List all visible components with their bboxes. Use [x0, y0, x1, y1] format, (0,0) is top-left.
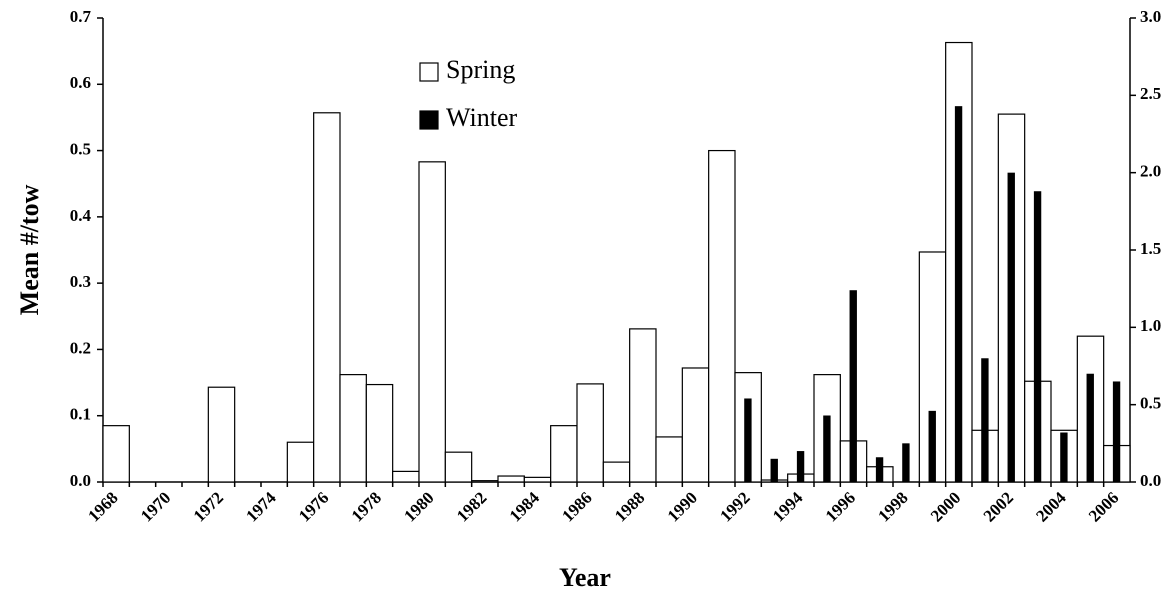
- y-tick-label: 0.1: [70, 405, 91, 424]
- x-tick-label: 2002: [980, 488, 1017, 525]
- y-tick-label: 0.0: [70, 471, 91, 490]
- y-tick-label: 0.3: [70, 272, 91, 291]
- y-tick-label: 0.7: [70, 7, 92, 26]
- x-tick-label: 1978: [348, 488, 385, 525]
- x-axis-title: Year: [559, 563, 611, 592]
- bar: [418, 161, 446, 483]
- x-tick-label: 1976: [295, 488, 332, 525]
- x-tick-label: 1990: [664, 488, 701, 525]
- legend-swatch: [419, 62, 439, 82]
- bar: [928, 410, 936, 482]
- bar: [796, 451, 805, 482]
- y-tick-label: 0.2: [70, 338, 91, 357]
- x-tick-label: 1968: [84, 488, 121, 525]
- bar: [576, 383, 604, 483]
- bar: [102, 425, 130, 483]
- bar: [497, 475, 525, 483]
- bar: [981, 358, 989, 482]
- bar: [849, 290, 857, 482]
- bar: [523, 476, 552, 483]
- bar: [954, 106, 963, 482]
- bar: [629, 328, 657, 483]
- bar: [550, 425, 578, 483]
- x-tick-label: 1970: [137, 488, 174, 525]
- bar: [1060, 432, 1068, 482]
- bar: [365, 383, 394, 483]
- y-tick-label: 0.5: [70, 139, 91, 158]
- legend-swatch: [419, 110, 439, 130]
- bar: [902, 443, 910, 482]
- bar: [1007, 172, 1015, 482]
- x-tick-label: 2006: [1085, 488, 1122, 525]
- bar: [770, 458, 778, 482]
- y2-tick-label: 0.5: [1140, 394, 1161, 413]
- y-axis-title: Mean #/tow: [15, 184, 44, 315]
- x-tick-label: 1984: [506, 488, 544, 526]
- x-tick-label: 1986: [558, 488, 595, 525]
- y2-tick-label: 1.5: [1140, 239, 1161, 258]
- bar: [392, 470, 420, 483]
- y2-tick-label: 2.0: [1140, 162, 1161, 181]
- bar: [655, 436, 683, 483]
- x-tick-label: 1982: [453, 488, 490, 525]
- bar: [444, 451, 473, 483]
- y-tick-label: 0.4: [70, 206, 92, 225]
- y2-tick-label: 2.5: [1140, 84, 1161, 103]
- bar: [1086, 373, 1094, 482]
- bar: [823, 415, 831, 482]
- bar: [339, 374, 367, 483]
- x-tick-label: 1998: [874, 488, 911, 525]
- bar: [313, 112, 341, 483]
- bar: [286, 441, 315, 483]
- bar: [708, 149, 736, 483]
- x-tick-label: 1992: [716, 488, 753, 525]
- x-tick-label: 1974: [242, 488, 280, 526]
- y2-tick-label: 1.0: [1140, 316, 1161, 335]
- bar: [1112, 381, 1121, 482]
- x-tick-label: 1972: [190, 488, 227, 525]
- bar: [471, 480, 499, 483]
- bar: [1033, 191, 1042, 482]
- x-tick-label: 2004: [1032, 488, 1070, 526]
- y2-tick-label: 3.0: [1140, 7, 1161, 26]
- x-tick-label: 1994: [769, 488, 807, 526]
- x-tick-label: 1980: [400, 488, 437, 525]
- x-tick-label: 2000: [927, 488, 964, 525]
- bar: [207, 386, 236, 483]
- legend-label: Winter: [446, 103, 517, 132]
- y2-tick-label: 0.0: [1140, 471, 1161, 490]
- x-tick-label: 1996: [822, 488, 859, 525]
- y-tick-label: 0.6: [70, 73, 91, 92]
- bar: [681, 367, 710, 483]
- legend-label: Spring: [446, 55, 515, 84]
- bar: [875, 457, 884, 482]
- bar: [744, 398, 752, 482]
- x-tick-label: 1988: [611, 488, 648, 525]
- bar: [602, 461, 631, 483]
